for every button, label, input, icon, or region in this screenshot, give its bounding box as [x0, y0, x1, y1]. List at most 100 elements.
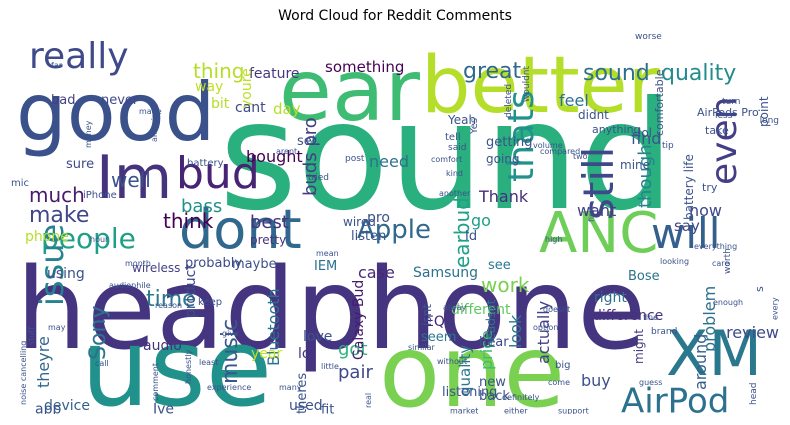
word-thing-24: thing: [193, 59, 244, 83]
word-iem-85: IEM: [314, 259, 337, 274]
word-phone-74: phone: [25, 229, 69, 245]
word-back-90: back: [479, 389, 510, 404]
word-buds-pro-36: buds pro: [300, 117, 321, 196]
word-experience-183: experience: [207, 383, 251, 392]
word-battery-life-117: battery life: [682, 154, 696, 220]
word-headset-102: headset: [484, 299, 498, 348]
word-less-135: less: [715, 111, 733, 121]
word-probably-98: probably: [185, 256, 242, 271]
word-think-33: think: [163, 209, 214, 233]
word-anything-125: anything: [592, 123, 641, 136]
word-least-173: least: [199, 358, 218, 367]
word-point-127: point: [757, 96, 771, 127]
word-using-75: using: [47, 266, 85, 282]
word-yes-110: Yes: [469, 118, 480, 135]
word-either-188: either: [504, 407, 528, 414]
word-s-124: s: [753, 286, 766, 292]
word-go-57: go: [471, 211, 491, 230]
word-actually-46: actually: [534, 301, 553, 364]
word-well-32: well: [111, 168, 151, 192]
word-price-50: price: [477, 330, 496, 370]
word-make-30: make: [29, 203, 89, 228]
word-reason-160: reason: [155, 301, 182, 310]
word-mic-120: mic: [11, 178, 29, 189]
word-comment-181: comment: [151, 363, 160, 401]
word-id-105: Id: [465, 229, 477, 244]
word-time-29: time: [146, 287, 196, 312]
word-care-152: care: [712, 259, 729, 268]
word-want-55: want: [577, 201, 616, 220]
word-long-136: long: [760, 116, 779, 126]
word-honestly-182: honestly: [184, 350, 193, 384]
word-say-63: say: [674, 217, 700, 235]
word-difference-92: difference: [593, 308, 663, 324]
word-anc-12: ANC: [539, 201, 658, 266]
word-guess-178: guess: [639, 378, 662, 387]
word-galaxy-bud-42: Galaxy Bud: [351, 280, 367, 360]
word-good-4: good: [16, 66, 215, 159]
word-bose-93: Bose: [628, 269, 660, 284]
word-worth-116: worth: [723, 248, 733, 274]
word-made-147: made: [139, 107, 162, 116]
word-alway-158: alway: [443, 303, 467, 312]
word-love-84: love: [303, 329, 332, 345]
word-turn-134: turn: [722, 97, 740, 107]
word-might-104: might: [632, 329, 646, 364]
word-post-142: post: [345, 154, 365, 164]
word-similar-168: similar: [408, 343, 436, 352]
word-doesnt-162: doesnt: [543, 305, 570, 314]
word-everything-151: everything: [694, 242, 737, 251]
word-never-72: never: [101, 93, 139, 108]
word-right-95: right: [594, 290, 627, 306]
word-far-129: far: [51, 61, 63, 70]
word-problem-45: problem: [700, 286, 719, 352]
chart-title: Word Cloud for Reddit Comments: [278, 8, 512, 24]
word-bass-34: bass: [181, 196, 222, 217]
word-brand-163: brand: [651, 327, 677, 337]
word-mine-113: mine: [620, 158, 650, 172]
word-theres-100: theres: [295, 373, 310, 414]
word-lot-83: lot: [298, 346, 316, 362]
word-deleted-130: deleted: [504, 84, 514, 118]
word-way-68: way: [195, 79, 223, 95]
word-audio-78: audio: [143, 338, 182, 354]
word-try-128: try: [702, 181, 718, 194]
word-find-64: find: [631, 129, 661, 148]
word-lol-108: lol: [638, 126, 652, 140]
word-product-79: product: [183, 264, 199, 318]
word-comfort-144: comfort: [431, 155, 462, 164]
word-first-150: first: [587, 206, 596, 222]
word-fine-164: fine: [643, 313, 658, 322]
word-bit-69: bit: [211, 96, 230, 112]
word-getting-111: getting: [486, 135, 533, 150]
word-see-94: see: [488, 258, 511, 273]
word-tip-133: tip: [662, 141, 674, 151]
word-feel-65: feel: [559, 91, 589, 110]
word-earbud-35: earbud: [450, 197, 474, 268]
word-wired-106: wired: [343, 215, 376, 229]
word-much-31: much: [29, 183, 85, 207]
word-sound-21: sound: [583, 61, 650, 86]
word-will-11: will: [651, 209, 720, 258]
word-seem-87: seem: [421, 330, 456, 345]
word-keep-161: keep: [198, 297, 222, 308]
word-though-43: though: [635, 144, 656, 208]
word-hour-154: hour: [90, 235, 109, 244]
word-many-184: many: [279, 383, 302, 392]
word-mean-155: mean: [316, 249, 339, 258]
word-im-7: Im: [96, 143, 172, 213]
word-new-89: new: [479, 375, 506, 390]
word-comfortable-118: comfortable: [653, 69, 666, 136]
word-sound-0: sound: [219, 70, 674, 244]
word-every-166: every: [770, 297, 779, 320]
word-headphone-1: headphone: [16, 245, 646, 375]
word-still-15: still: [574, 147, 623, 220]
word-look-60: look: [506, 314, 525, 348]
word-eq-86: EQ: [425, 314, 445, 330]
word-noise-cancelling-180: noise cancelling: [19, 341, 28, 405]
word-real-185: real: [364, 393, 373, 408]
word-thats-20: thats: [501, 90, 542, 182]
word-cloud: sound headphone use one good ear better Im XM don…: [11, 30, 779, 414]
word-sure-73: sure: [66, 157, 94, 172]
